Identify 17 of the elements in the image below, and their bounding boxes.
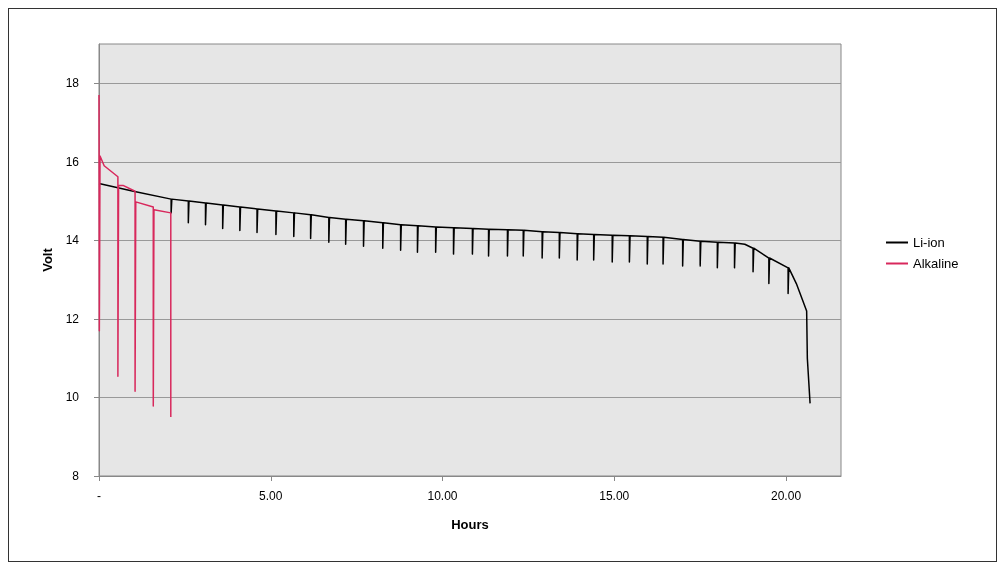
y-tick-label: 14 [65,233,80,248]
legend-label: Alkaline [913,256,959,271]
line-series [98,182,811,405]
x-tick-label: 5.00 [259,489,283,503]
y-tick-label: 16 [65,154,80,169]
x-axis-title: Hours [451,517,489,532]
y-tick-label: 8 [72,469,80,483]
y-tick-label: 18 [65,76,80,91]
x-tick-label: 10.00 [427,489,458,503]
x-tick-label: 15.00 [599,489,630,503]
y-tick-label: 10 [65,390,80,405]
legend-label: Li-ion [913,235,945,250]
y-tick-label: 12 [65,311,80,326]
x-tick-label: 20.00 [771,489,802,503]
y-axis-title: Volt [40,247,55,272]
x-tick-label: - [97,489,101,503]
line-series [98,94,172,418]
